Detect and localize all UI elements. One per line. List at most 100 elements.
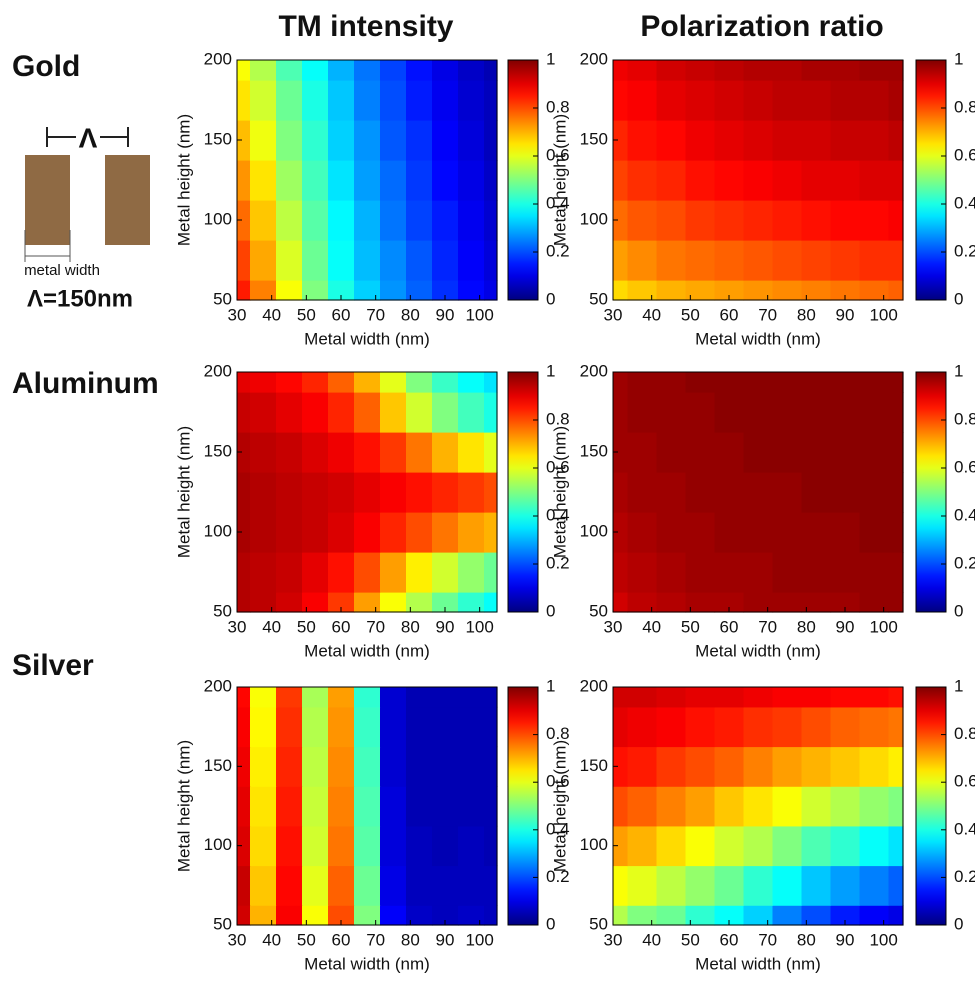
row-label: Gold — [12, 50, 80, 83]
heatmap-cell — [627, 240, 658, 281]
heatmap-cell — [830, 592, 861, 613]
heatmap-cell — [801, 552, 832, 593]
heatmap-cell — [302, 280, 329, 301]
heatmap-cell — [859, 280, 890, 301]
heatmap-cell — [685, 687, 716, 708]
heatmap-cell — [302, 392, 329, 433]
heatmap-cell — [743, 240, 774, 281]
heatmap-cell — [380, 240, 407, 281]
heatmap-cell — [859, 392, 890, 433]
heatmap-cell — [656, 746, 687, 787]
heatmap-cell — [276, 472, 303, 513]
colorbar-tick-label: 0.2 — [954, 867, 975, 886]
heatmap-cell — [328, 825, 355, 867]
heatmap-cell — [685, 905, 716, 926]
heatmap-cell — [743, 372, 774, 393]
heatmap-cell — [613, 372, 629, 393]
x-tick-label: 70 — [758, 617, 777, 636]
heatmap-cell — [772, 200, 803, 241]
x-tick-label: 70 — [366, 305, 385, 324]
heatmap-cell — [380, 372, 407, 393]
heatmap-cell — [328, 80, 355, 121]
heatmap-cell — [328, 552, 355, 593]
x-tick-label: 100 — [465, 617, 493, 636]
heatmap-cell — [888, 472, 904, 513]
heatmap-cell — [354, 372, 381, 393]
heatmap-cell — [714, 746, 745, 787]
heatmap-cell — [714, 160, 745, 201]
heatmap-cell — [859, 746, 890, 787]
heatmap-cell — [627, 746, 658, 787]
heatmap-cell — [613, 280, 629, 301]
heatmap-cell — [656, 825, 687, 867]
heatmap-cell — [302, 746, 329, 787]
heatmap-cell — [888, 240, 904, 281]
heatmap-cell — [613, 687, 629, 708]
heatmap-cell — [801, 512, 832, 553]
heatmap-cell — [354, 432, 381, 473]
heatmap-cell — [830, 372, 861, 393]
heatmap-cell — [328, 865, 355, 906]
heatmap-cell — [830, 786, 861, 827]
heatmap-cell — [801, 432, 832, 473]
heatmap-cell — [830, 280, 861, 301]
heatmap-cell — [432, 240, 459, 281]
colorbar-tick-label: 0 — [546, 914, 555, 933]
heatmap-cell — [328, 592, 355, 613]
heatmap-cell — [801, 120, 832, 161]
heatmap-cell — [801, 865, 832, 906]
heatmap-cell — [432, 160, 459, 201]
colorbar-tick-label: 1 — [546, 361, 555, 380]
colorbar-tick-label: 0.8 — [546, 97, 570, 116]
heatmap-cell — [328, 160, 355, 201]
heatmap-cell — [685, 746, 716, 787]
colorbar-tick-label: 0.2 — [546, 867, 570, 886]
heatmap-cell — [354, 746, 381, 787]
heatmap-cell — [354, 472, 381, 513]
heatmap-cell — [406, 905, 433, 926]
heatmap-cell — [328, 472, 355, 513]
x-tick-label: 80 — [797, 617, 816, 636]
heatmap-cell — [656, 200, 687, 241]
heatmap-cell — [406, 392, 433, 433]
heatmap-cell — [743, 392, 774, 433]
heatmap-cell — [859, 80, 890, 121]
x-tick-label: 30 — [228, 930, 247, 949]
heatmap-cell — [380, 865, 407, 906]
heatmap-cell — [237, 687, 251, 708]
x-tick-label: 90 — [836, 930, 855, 949]
heatmap-cell — [432, 592, 459, 613]
heatmap-cell — [772, 472, 803, 513]
x-tick-label: 100 — [869, 930, 897, 949]
heatmap-cell — [432, 825, 459, 867]
grating-diagram: Λ metal width Λ=150nm — [24, 122, 150, 312]
heatmap-cell — [458, 240, 485, 281]
y-tick-label: 150 — [204, 441, 232, 460]
heatmap-cell — [406, 120, 433, 161]
heatmap-cell — [888, 372, 904, 393]
heatmap-cell — [458, 472, 485, 513]
heatmap-cell — [237, 120, 251, 161]
heatmap-cell — [888, 280, 904, 301]
heatmap-cell — [380, 905, 407, 926]
heatmap-cell — [302, 905, 329, 926]
heatmap-cell — [685, 706, 716, 748]
x-tick-label: 60 — [332, 930, 351, 949]
heatmap-cell — [276, 592, 303, 613]
heatmap-cell — [276, 80, 303, 121]
heatmap-cell — [627, 200, 658, 241]
heatmap-cell — [830, 160, 861, 201]
heatmap-cell — [250, 240, 277, 281]
heatmap-cell — [888, 706, 904, 748]
heatmap-cell — [714, 280, 745, 301]
heatmap-cell — [484, 200, 498, 241]
heatmap-cell — [714, 200, 745, 241]
x-axis-label: Metal width (nm) — [695, 954, 821, 973]
heatmap-cell — [743, 80, 774, 121]
heatmap-cell — [237, 280, 251, 301]
heatmap-cell — [276, 706, 303, 748]
heatmap-cell — [250, 706, 277, 748]
heatmap-cell — [406, 706, 433, 748]
heatmap-cell — [406, 240, 433, 281]
colorbar-tick-label: 0.6 — [954, 145, 975, 164]
